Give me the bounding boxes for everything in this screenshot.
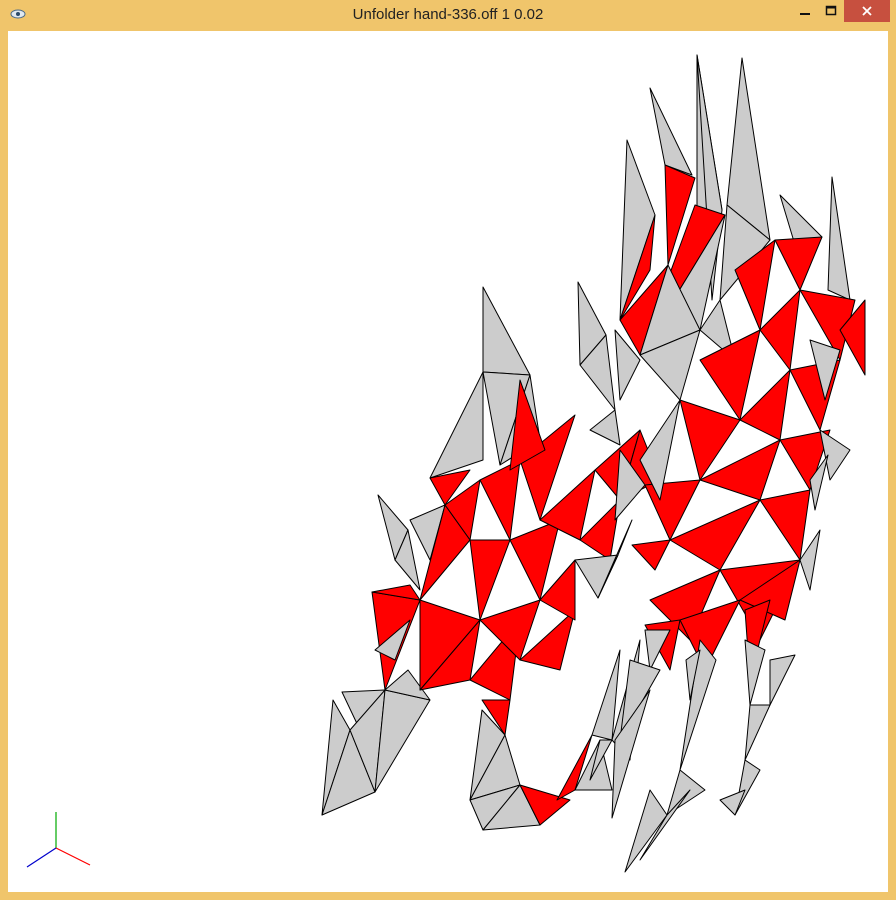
mesh-face bbox=[481, 699, 511, 736]
mesh-face bbox=[644, 629, 671, 671]
mesh-face bbox=[619, 214, 656, 321]
mesh-face bbox=[384, 669, 431, 701]
mesh-face bbox=[589, 409, 621, 446]
mesh-face bbox=[839, 299, 866, 376]
mesh-face bbox=[679, 399, 741, 481]
axis-x-line bbox=[55, 847, 91, 866]
mesh-face bbox=[597, 519, 633, 599]
mesh-face bbox=[614, 449, 646, 521]
unfolded-mesh[interactable] bbox=[8, 31, 888, 892]
mesh-face bbox=[809, 339, 841, 401]
mesh-face bbox=[579, 499, 621, 561]
close-icon bbox=[862, 6, 872, 16]
mesh-face bbox=[469, 539, 511, 621]
minimize-button[interactable] bbox=[792, 0, 818, 22]
mesh-face bbox=[744, 639, 766, 706]
mesh-face bbox=[649, 569, 721, 641]
close-button[interactable] bbox=[844, 0, 890, 22]
mesh-face bbox=[429, 469, 471, 506]
mesh-face bbox=[699, 329, 761, 421]
mesh-face bbox=[664, 164, 696, 266]
title-bar[interactable]: Unfolder hand-336.off 1 0.02 bbox=[0, 0, 896, 30]
axis-gizmo bbox=[26, 812, 91, 868]
mesh-face bbox=[624, 789, 668, 873]
mesh-face bbox=[699, 299, 736, 361]
eye-icon bbox=[10, 9, 26, 19]
mesh-face bbox=[685, 649, 701, 701]
mesh-face bbox=[639, 399, 681, 501]
window-title: Unfolder hand-336.off 1 0.02 bbox=[352, 6, 544, 23]
mesh-face bbox=[759, 289, 801, 371]
mesh-face bbox=[827, 176, 851, 301]
mesh-face bbox=[779, 429, 831, 491]
mesh-face bbox=[799, 529, 821, 591]
mesh-face bbox=[739, 369, 791, 441]
mesh-face bbox=[744, 704, 771, 761]
mesh-face bbox=[774, 236, 823, 291]
mesh-face bbox=[589, 739, 613, 781]
mesh-face bbox=[809, 454, 829, 511]
mesh-face bbox=[679, 639, 717, 771]
minimize-icon bbox=[800, 13, 810, 15]
3d-viewport[interactable] bbox=[8, 31, 888, 892]
axis-z-line bbox=[26, 847, 57, 868]
mesh-face bbox=[719, 789, 746, 816]
mesh-face bbox=[539, 469, 596, 541]
mesh-face bbox=[371, 584, 421, 601]
mesh-face bbox=[419, 619, 481, 691]
mesh-face bbox=[429, 371, 484, 479]
mesh-face bbox=[479, 599, 541, 661]
mesh-face bbox=[394, 529, 421, 591]
maximize-button[interactable] bbox=[818, 0, 844, 22]
mesh-face bbox=[579, 334, 616, 411]
mesh-face bbox=[509, 519, 561, 601]
mesh-face bbox=[611, 689, 651, 819]
mesh-face bbox=[679, 599, 741, 671]
mesh-face bbox=[519, 609, 576, 671]
mesh-face bbox=[479, 459, 521, 541]
mesh-face bbox=[699, 439, 781, 501]
mesh-face bbox=[519, 414, 576, 521]
mesh-face bbox=[666, 769, 706, 816]
mesh-face bbox=[669, 499, 761, 571]
mesh-face bbox=[734, 239, 776, 331]
mesh-face bbox=[639, 329, 701, 401]
mesh-face bbox=[519, 784, 571, 826]
mesh-face bbox=[819, 429, 851, 481]
mesh-face bbox=[539, 559, 576, 621]
mesh-face bbox=[639, 789, 691, 861]
mesh-face bbox=[631, 539, 671, 571]
mesh-face bbox=[419, 504, 471, 601]
mesh-face bbox=[614, 329, 641, 401]
mesh-face bbox=[649, 87, 693, 176]
maximize-icon bbox=[825, 5, 837, 16]
mesh-face bbox=[769, 654, 796, 706]
mesh-face bbox=[556, 734, 593, 801]
mesh-face bbox=[374, 619, 411, 661]
mesh-face bbox=[734, 759, 761, 816]
mesh-face bbox=[759, 489, 811, 561]
mesh-face bbox=[509, 379, 546, 471]
mesh-face bbox=[591, 649, 621, 741]
